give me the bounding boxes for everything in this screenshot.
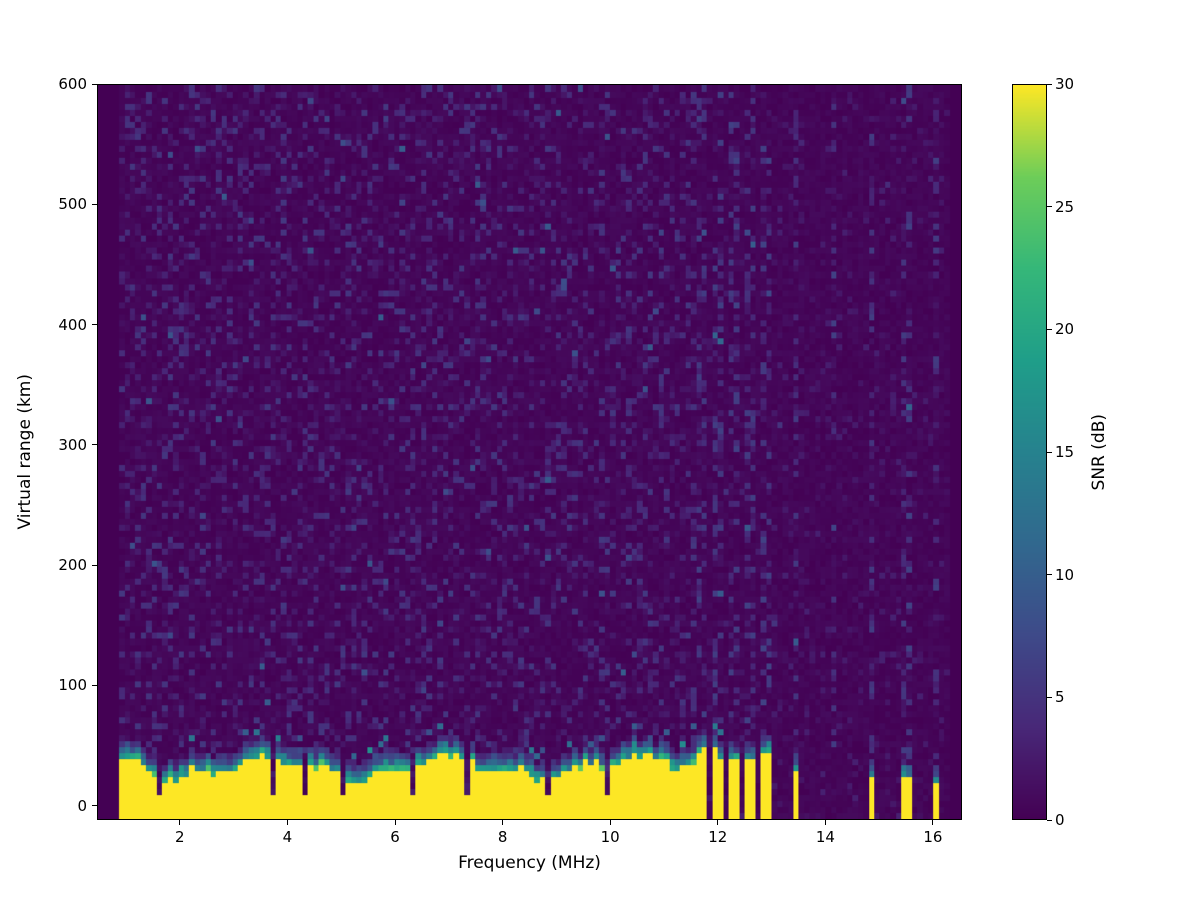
x-tick <box>286 820 288 825</box>
x-tick-label: 16 <box>923 828 943 846</box>
y-tick-label: 400 <box>58 315 87 334</box>
colorbar-tick-label: 0 <box>1055 811 1065 829</box>
colorbar-tick <box>1047 696 1052 698</box>
y-axis-label: Virtual range (km) <box>12 84 38 820</box>
y-tick-label: 500 <box>58 195 87 214</box>
colorbar-tick <box>1047 83 1052 85</box>
x-tick <box>717 820 719 825</box>
y-tick-label: 200 <box>58 556 87 575</box>
colorbar-tick-label: 20 <box>1055 320 1075 339</box>
colorbar <box>1012 84 1047 820</box>
y-tick <box>92 83 97 85</box>
colorbar-gradient <box>1013 85 1046 819</box>
colorbar-tick-label: 10 <box>1055 565 1075 584</box>
plot-area <box>97 84 962 820</box>
x-tick-label: 12 <box>708 828 728 846</box>
colorbar-label-text: SNR (dB) <box>1089 413 1109 491</box>
y-tick <box>92 324 97 326</box>
y-tick <box>92 203 97 205</box>
y-tick-label: 0 <box>77 796 87 815</box>
colorbar-tick <box>1047 328 1052 330</box>
x-tick <box>394 820 396 825</box>
x-axis-label: Frequency (MHz) <box>458 853 601 873</box>
x-tick-label: 2 <box>175 828 185 846</box>
y-tick-label: 100 <box>58 676 87 695</box>
colorbar-tick <box>1047 451 1052 453</box>
x-tick <box>502 820 504 825</box>
y-tick <box>92 805 97 807</box>
colorbar-tick-label: 30 <box>1055 75 1075 93</box>
colorbar-tick <box>1047 206 1052 208</box>
colorbar-tick <box>1047 819 1052 821</box>
y-axis-label-text: Virtual range (km) <box>15 374 35 530</box>
x-tick <box>824 820 826 825</box>
y-tick-label: 300 <box>58 435 87 454</box>
y-tick <box>92 444 97 446</box>
colorbar-tick <box>1047 574 1052 576</box>
y-tick-label: 600 <box>58 75 87 93</box>
x-tick <box>179 820 181 825</box>
colorbar-tick-label: 25 <box>1055 197 1075 216</box>
x-tick-label: 8 <box>497 828 508 846</box>
y-tick <box>92 564 97 566</box>
y-tick <box>92 684 97 686</box>
x-tick-label: 14 <box>815 828 835 846</box>
x-tick-label: 10 <box>600 828 620 846</box>
colorbar-tick-label: 15 <box>1055 443 1075 461</box>
colorbar-label: SNR (dB) <box>1086 84 1112 820</box>
ionogram-heatmap <box>98 85 961 819</box>
x-tick-label: 6 <box>390 828 400 846</box>
x-tick <box>932 820 934 825</box>
x-tick-label: 4 <box>282 828 293 846</box>
colorbar-tick-label: 5 <box>1055 688 1065 707</box>
x-tick <box>609 820 611 825</box>
